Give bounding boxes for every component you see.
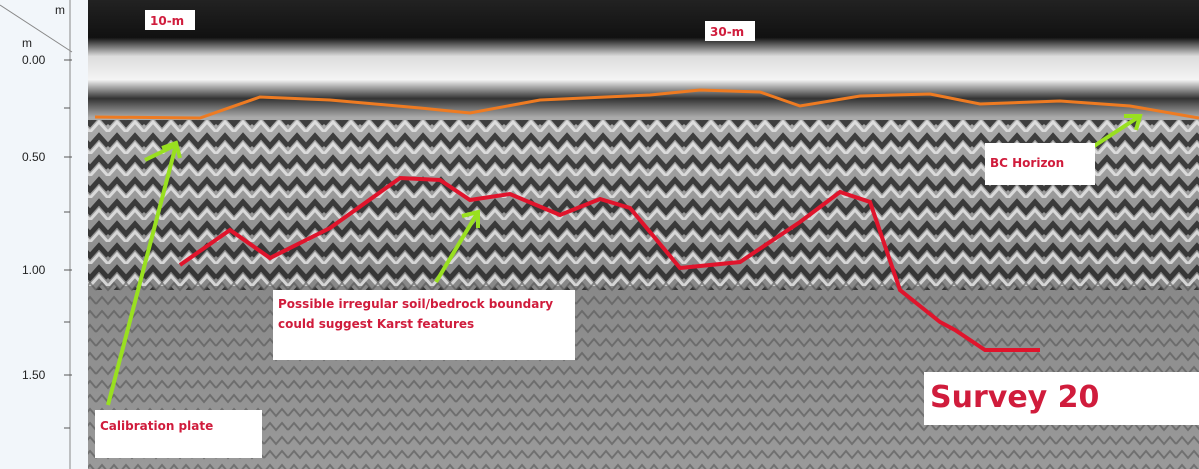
distance-marker: 30-m (710, 25, 744, 39)
distance-marker: 10-m (150, 14, 184, 28)
label-box (95, 410, 262, 458)
depth-label: 0.00 (22, 53, 46, 67)
depth-label: 1.00 (22, 263, 46, 277)
boundary-label-wrap: Possible irregular soil/bedrock boundary… (278, 294, 570, 360)
depth-label: 0.50 (22, 150, 46, 164)
depth-label: 1.50 (22, 368, 46, 382)
unit-label: m (55, 3, 65, 17)
boundary-label: Possible irregular soil/bedrock boundary… (278, 294, 570, 334)
bc-horizon-label: BC Horizon (990, 156, 1064, 170)
survey-label: Survey 20 (930, 380, 1099, 415)
calibration-label: Calibration plate (100, 419, 213, 433)
page: m m 0.00 0.50 1.00 1.50 10-m 30-m BC Hor… (0, 0, 1199, 469)
radargram-view: m m 0.00 0.50 1.00 1.50 10-m 30-m BC Hor… (0, 0, 1199, 469)
unit-label: m (22, 36, 32, 50)
axis-panel (0, 0, 88, 469)
